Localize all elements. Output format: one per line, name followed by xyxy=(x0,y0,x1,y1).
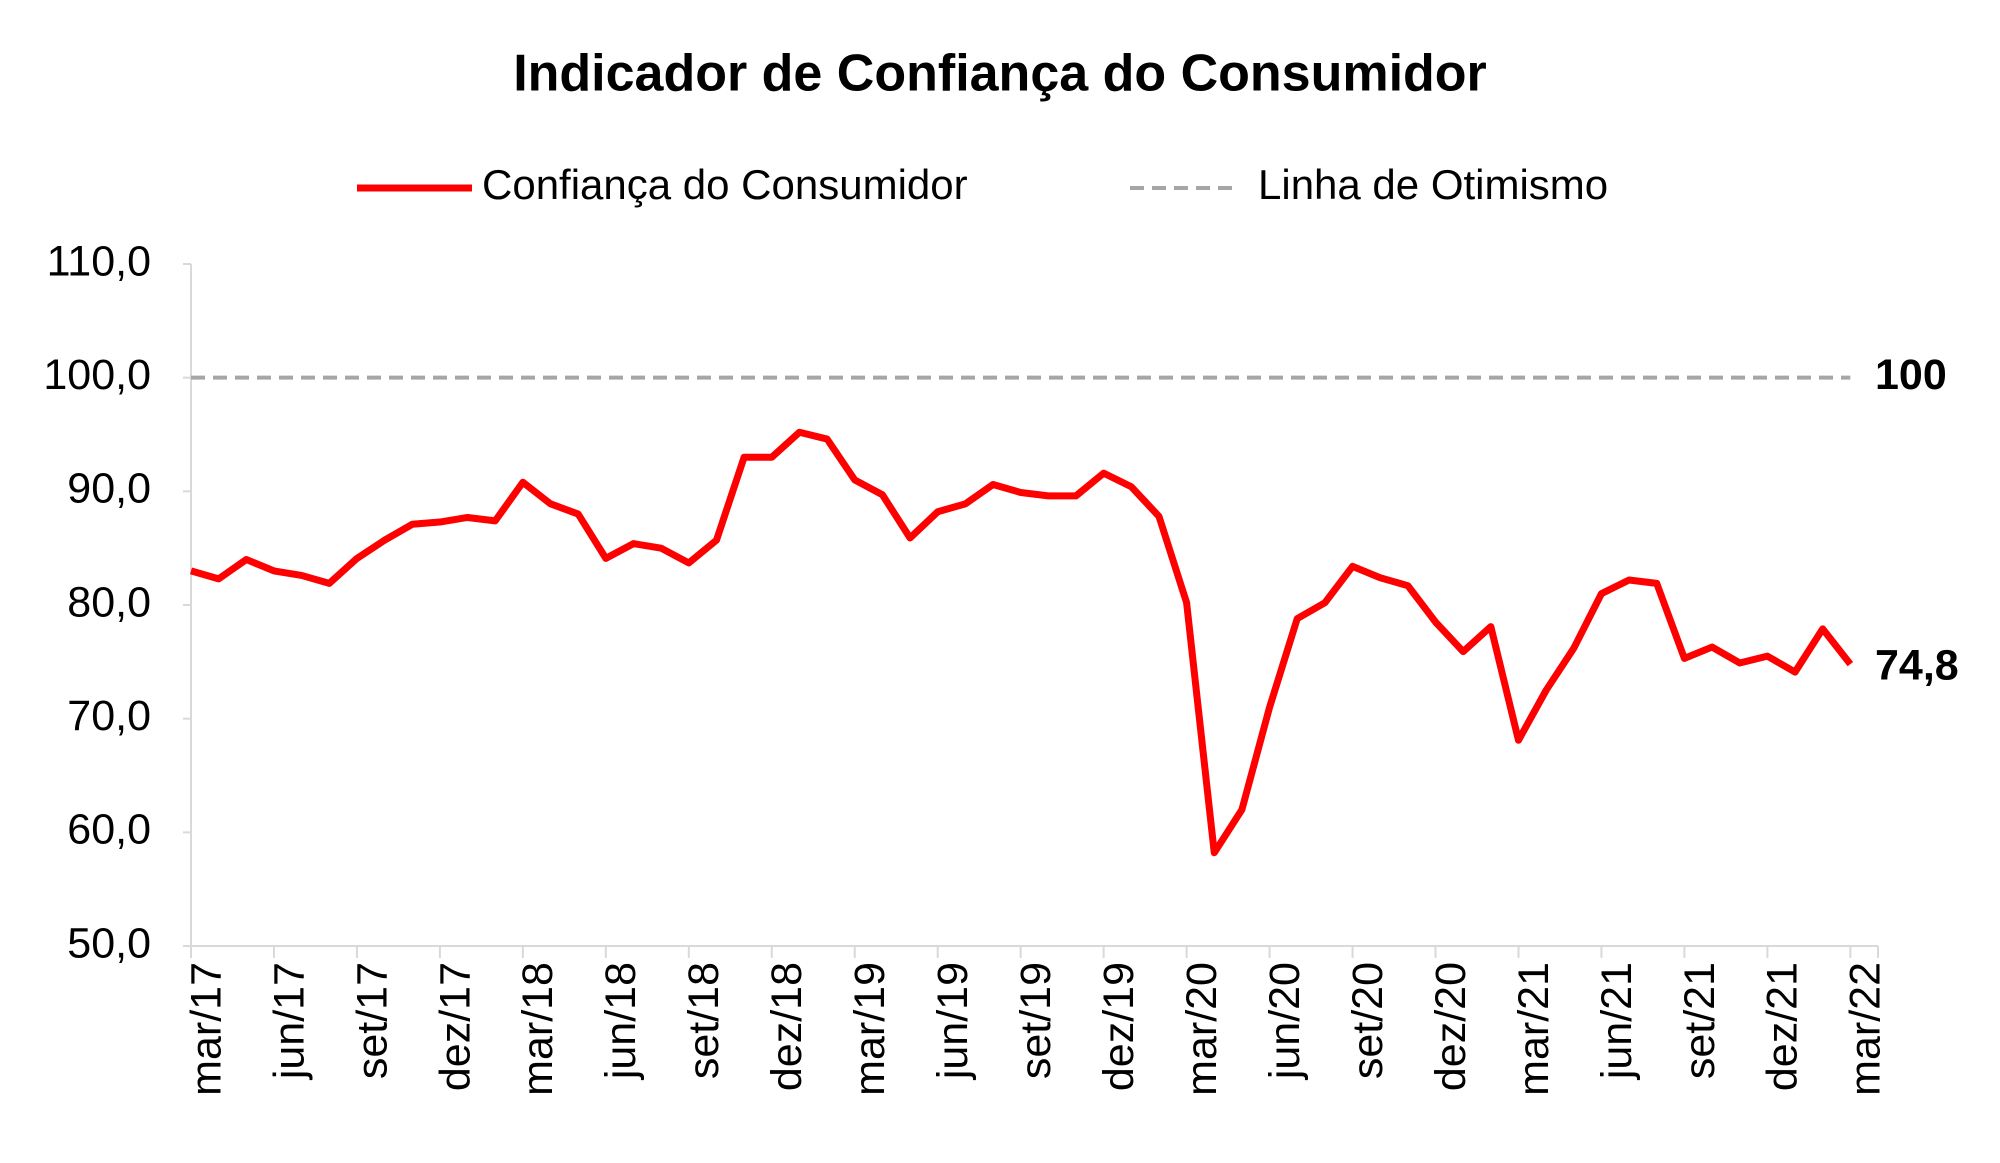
x-tick-label: jun/20 xyxy=(1261,962,1309,1081)
y-tick-label: 110,0 xyxy=(47,237,151,285)
x-tick-label: set/20 xyxy=(1344,962,1392,1079)
reference-label: 100 xyxy=(1875,351,1947,399)
x-tick-label: set/21 xyxy=(1676,962,1724,1079)
x-tick-label: dez/17 xyxy=(431,962,479,1091)
x-tick-label: dez/21 xyxy=(1759,962,1807,1091)
x-tick-label: mar/19 xyxy=(846,962,894,1096)
x-tick-label: dez/19 xyxy=(1095,962,1143,1091)
chart-title: Indicador de Confiança do Consumidor xyxy=(513,45,1487,103)
x-tick-label: mar/18 xyxy=(514,962,562,1096)
y-tick-label: 70,0 xyxy=(67,692,151,740)
x-tick-label: set/19 xyxy=(1012,962,1060,1079)
data-line xyxy=(190,428,1854,857)
y-tick-label: 90,0 xyxy=(67,465,151,513)
x-tick-label: mar/21 xyxy=(1510,962,1558,1096)
y-tick-label: 80,0 xyxy=(67,578,151,626)
data-label: 74,8 xyxy=(1875,641,1959,689)
y-tick-label: 100,0 xyxy=(43,351,151,399)
x-tick-label: dez/18 xyxy=(763,962,811,1091)
x-tick-label: dez/20 xyxy=(1427,962,1475,1091)
legend-label: Linha de Otimismo xyxy=(1258,161,1608,208)
x-tick-label: mar/20 xyxy=(1178,962,1226,1096)
y-tick-label: 50,0 xyxy=(67,919,151,967)
x-tick-label: jun/18 xyxy=(597,962,645,1081)
y-tick-label: 60,0 xyxy=(67,806,151,854)
x-tick-label: jun/17 xyxy=(265,962,313,1081)
x-tick-label: set/17 xyxy=(348,962,396,1079)
x-tick-label: mar/22 xyxy=(1842,962,1890,1096)
x-tick-label: set/18 xyxy=(680,962,728,1079)
legend-label: Confiança do Consumidor xyxy=(482,161,968,208)
x-tick-label: mar/17 xyxy=(182,962,230,1096)
x-tick-label: jun/21 xyxy=(1593,962,1641,1081)
x-tick-label: jun/19 xyxy=(929,962,977,1081)
